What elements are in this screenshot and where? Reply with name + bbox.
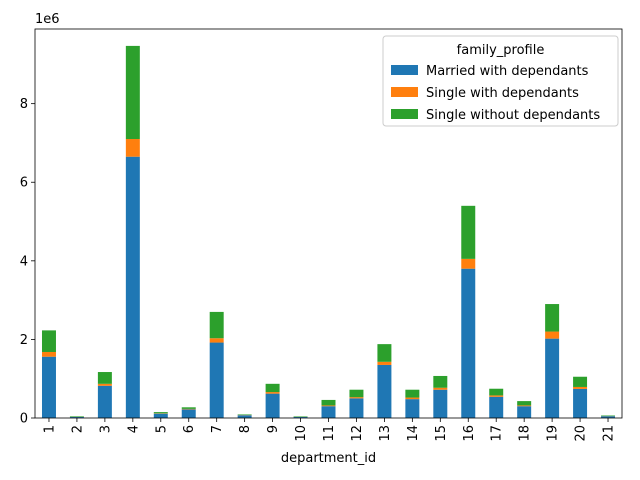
bar-dept-15-series-0 <box>433 389 448 418</box>
bar-dept-17-series-0 <box>489 396 504 418</box>
bar-dept-4-series-1 <box>125 139 140 157</box>
x-tick-label: 8 <box>238 425 253 433</box>
legend: family_profile Married with dependants Sin… <box>382 35 619 127</box>
bar-dept-20-series-2 <box>573 376 588 387</box>
bar-dept-14-series-2 <box>405 389 420 398</box>
y-tick-label: 6 <box>20 176 28 191</box>
bar-dept-2-series-2 <box>69 416 84 417</box>
x-tick-label: 19 <box>546 425 561 442</box>
x-tick-label: 21 <box>602 425 617 442</box>
x-axis-label: department_id <box>281 451 376 466</box>
y-tick-label: 0 <box>20 412 28 427</box>
legend-swatch-2 <box>391 109 418 119</box>
bar-dept-1-series-1 <box>41 351 56 357</box>
bar-dept-15-series-2 <box>433 375 448 388</box>
bar-dept-7-series-0 <box>209 342 224 418</box>
legend-label-2: Single without dependants <box>426 108 600 123</box>
bar-dept-18-series-1 <box>517 405 532 407</box>
x-tick-label: 10 <box>294 425 309 442</box>
bar-dept-11-series-2 <box>321 399 336 406</box>
x-tick-label: 5 <box>154 425 169 433</box>
x-tick-label: 17 <box>490 425 505 442</box>
x-tick-label: 14 <box>406 425 421 442</box>
x-tick-label: 4 <box>126 425 141 433</box>
bar-dept-4-series-2 <box>125 45 140 140</box>
x-tick-label: 15 <box>434 425 449 442</box>
x-tick-label: 20 <box>574 425 589 442</box>
legend-label-0: Married with dependants <box>426 64 589 79</box>
bar-dept-12-series-0 <box>349 398 364 418</box>
bar-dept-20-series-0 <box>573 388 588 418</box>
x-tick-label: 9 <box>266 425 281 433</box>
bar-dept-13-series-0 <box>377 364 392 418</box>
legend-swatch-0 <box>391 65 418 75</box>
bar-dept-10-series-0 <box>293 417 308 418</box>
x-tick-label: 18 <box>518 425 533 442</box>
y-offset-text: 1e6 <box>35 12 60 27</box>
bar-dept-4-series-0 <box>125 156 140 418</box>
bar-dept-9-series-1 <box>265 392 280 394</box>
bar-dept-7-series-2 <box>209 311 224 339</box>
bar-dept-1-series-2 <box>41 330 56 352</box>
legend-label-1: Single with dependants <box>426 86 579 101</box>
bar-dept-3-series-0 <box>97 385 112 418</box>
x-tick-label: 11 <box>322 425 337 442</box>
legend-title: family_profile <box>457 43 545 58</box>
bar-dept-11-series-0 <box>321 406 336 418</box>
x-tick-label: 7 <box>210 425 225 433</box>
bar-dept-13-series-2 <box>377 344 392 362</box>
bar-dept-2-series-0 <box>69 417 84 418</box>
bar-dept-5-series-2 <box>153 412 168 414</box>
bar-dept-19-series-0 <box>545 338 560 418</box>
x-tick-label: 3 <box>98 425 113 433</box>
bar-dept-11-series-1 <box>321 405 336 407</box>
bar-dept-19-series-2 <box>545 304 560 332</box>
bar-dept-18-series-2 <box>517 401 532 406</box>
bar-dept-8-series-0 <box>237 415 252 418</box>
bar-dept-18-series-0 <box>517 406 532 418</box>
bar-dept-12-series-2 <box>349 389 364 398</box>
bar-dept-6-series-0 <box>181 409 196 418</box>
bar-dept-7-series-1 <box>209 338 224 343</box>
bar-dept-1-series-0 <box>41 356 56 418</box>
bar-dept-19-series-1 <box>545 331 560 339</box>
bar-dept-15-series-1 <box>433 387 448 390</box>
bar-dept-16-series-2 <box>461 205 476 259</box>
bar-dept-3-series-2 <box>97 372 112 384</box>
y-tick-label: 8 <box>20 97 28 112</box>
legend-swatch-1 <box>391 87 418 97</box>
y-tick-label: 2 <box>20 333 28 348</box>
bar-dept-3-series-1 <box>97 383 112 386</box>
bar-dept-17-series-2 <box>489 388 504 396</box>
bar-dept-14-series-0 <box>405 399 420 418</box>
bar-dept-9-series-2 <box>265 383 280 393</box>
bar-dept-20-series-1 <box>573 386 588 389</box>
x-tick-label: 2 <box>70 425 85 433</box>
bar-dept-14-series-1 <box>405 397 420 400</box>
bar-dept-21-series-2 <box>601 415 616 417</box>
x-tick-label: 12 <box>350 425 365 442</box>
bar-dept-16-series-1 <box>461 258 476 269</box>
bar-dept-10-series-2 <box>293 416 308 417</box>
x-tick-label: 16 <box>462 425 477 442</box>
bar-dept-21-series-0 <box>601 416 616 418</box>
bar-dept-13-series-1 <box>377 361 392 365</box>
bar-dept-8-series-2 <box>237 414 252 416</box>
x-tick-label: 6 <box>182 425 197 433</box>
bar-dept-17-series-1 <box>489 395 504 397</box>
bars-layer <box>41 45 616 418</box>
bar-dept-6-series-2 <box>181 407 196 409</box>
bar-dept-5-series-0 <box>153 413 168 418</box>
legend-box <box>382 35 619 127</box>
x-tick-label: 13 <box>378 425 393 442</box>
bar-dept-12-series-1 <box>349 397 364 399</box>
y-tick-label: 4 <box>20 254 28 269</box>
bar-dept-9-series-0 <box>265 393 280 418</box>
x-tick-label: 1 <box>42 425 57 433</box>
bar-dept-16-series-0 <box>461 268 476 418</box>
